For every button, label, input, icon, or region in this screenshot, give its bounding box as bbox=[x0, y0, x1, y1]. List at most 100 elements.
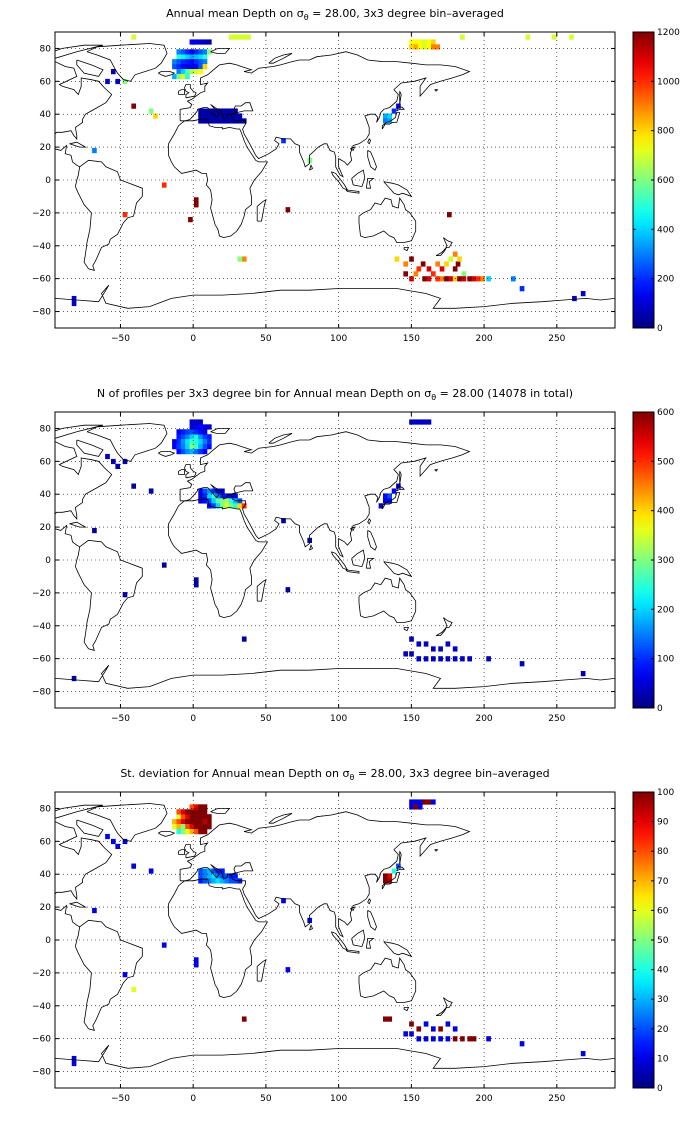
coast-canadian-arctic bbox=[55, 804, 104, 819]
data-cell bbox=[211, 873, 217, 879]
data-cell bbox=[176, 814, 182, 820]
colorbar-tick-label: 10 bbox=[657, 1054, 669, 1064]
coast-sri-lanka bbox=[309, 544, 314, 551]
data-cell bbox=[457, 256, 462, 262]
data-cell bbox=[207, 873, 212, 879]
data-cell bbox=[131, 483, 137, 489]
coast-borneo bbox=[351, 549, 366, 568]
panel-title-pre: St. deviation for Annual mean Depth on bbox=[120, 767, 342, 780]
y-tick-label: 20 bbox=[40, 143, 52, 153]
data-cell bbox=[416, 641, 422, 647]
data-cell bbox=[207, 434, 212, 440]
data-cell bbox=[193, 449, 199, 455]
data-cell bbox=[423, 656, 429, 662]
data-cell bbox=[198, 118, 203, 124]
map-panel-svg: St. deviation for Annual mean Depth on σ… bbox=[32, 767, 674, 1104]
data-cell bbox=[176, 429, 182, 435]
data-cell bbox=[519, 286, 525, 292]
data-cell bbox=[383, 498, 388, 504]
coast-hainan bbox=[350, 526, 356, 531]
data-cell bbox=[215, 868, 221, 874]
data-cell bbox=[447, 212, 452, 218]
data-cell bbox=[211, 878, 217, 884]
data-cell bbox=[211, 108, 217, 114]
coast-australia bbox=[358, 577, 417, 623]
data-cell bbox=[409, 419, 414, 425]
data-cell bbox=[228, 118, 234, 124]
data-cell bbox=[198, 824, 203, 830]
data-cell bbox=[417, 44, 423, 50]
coast-south-america bbox=[74, 539, 143, 651]
y-tick-label: −40 bbox=[32, 1002, 51, 1012]
data-cell bbox=[471, 276, 477, 282]
data-cell bbox=[211, 503, 217, 509]
data-cell bbox=[519, 1041, 525, 1047]
data-cell bbox=[413, 799, 419, 805]
data-cell bbox=[220, 498, 225, 504]
data-cell bbox=[224, 493, 230, 499]
data-cell bbox=[202, 819, 208, 825]
data-cell bbox=[176, 439, 182, 445]
data-cell bbox=[71, 295, 77, 302]
data-cell bbox=[426, 39, 432, 45]
data-cell bbox=[215, 118, 221, 124]
data-cell bbox=[431, 271, 436, 277]
data-cell bbox=[105, 453, 110, 460]
data-cell bbox=[511, 276, 516, 282]
data-cell bbox=[452, 266, 458, 272]
data-cell bbox=[189, 64, 195, 70]
colorbar-tick-label: 400 bbox=[657, 507, 674, 517]
data-cell bbox=[431, 1026, 436, 1032]
data-cell bbox=[403, 261, 409, 267]
data-cell bbox=[228, 503, 234, 509]
data-cell bbox=[413, 44, 419, 50]
data-cell bbox=[285, 587, 291, 593]
coast-canadian-arctic bbox=[55, 44, 104, 59]
data-cell bbox=[439, 266, 445, 272]
coast-sumatra bbox=[331, 551, 349, 571]
data-cell bbox=[409, 44, 414, 50]
data-cell bbox=[161, 182, 167, 188]
data-cell bbox=[467, 656, 473, 662]
data-cell bbox=[224, 878, 230, 884]
x-tick-label: 50 bbox=[260, 334, 272, 344]
data-cell bbox=[387, 493, 393, 499]
y-tick-label: 60 bbox=[40, 837, 52, 847]
data-cell bbox=[193, 424, 199, 430]
data-cell bbox=[115, 78, 121, 85]
data-cell bbox=[387, 1016, 393, 1022]
x-tick-label: 150 bbox=[403, 1094, 420, 1104]
data-cell bbox=[233, 873, 238, 879]
data-cell bbox=[198, 424, 203, 430]
data-cell bbox=[180, 434, 186, 440]
data-cell bbox=[224, 108, 230, 114]
data-cell bbox=[228, 108, 234, 114]
data-cell bbox=[193, 39, 199, 45]
data-cell bbox=[391, 488, 397, 494]
coast-britain bbox=[184, 844, 197, 859]
data-cell bbox=[202, 424, 208, 430]
x-tick-label: 50 bbox=[260, 1094, 272, 1104]
data-cell bbox=[198, 108, 203, 114]
data-cell bbox=[189, 444, 195, 450]
data-cell bbox=[185, 819, 190, 825]
coast-canadian-arctic bbox=[55, 424, 104, 439]
data-cell bbox=[198, 819, 203, 825]
coast-madagascar bbox=[256, 198, 267, 222]
data-cell bbox=[413, 39, 419, 45]
data-cell bbox=[176, 829, 182, 835]
data-cell bbox=[193, 202, 199, 208]
data-cell bbox=[193, 957, 199, 963]
y-tick-label: −20 bbox=[32, 209, 51, 219]
data-cell bbox=[426, 44, 432, 50]
data-cell bbox=[198, 488, 203, 494]
data-cell bbox=[207, 108, 212, 114]
data-cell bbox=[211, 488, 217, 494]
colorbar-tick-label: 60 bbox=[657, 906, 669, 916]
colorbar-tick-label: 400 bbox=[657, 225, 674, 235]
data-cell bbox=[202, 809, 208, 815]
data-cell bbox=[172, 73, 177, 80]
colorbar bbox=[632, 411, 655, 709]
data-cell bbox=[403, 271, 409, 277]
data-cell bbox=[193, 819, 199, 825]
